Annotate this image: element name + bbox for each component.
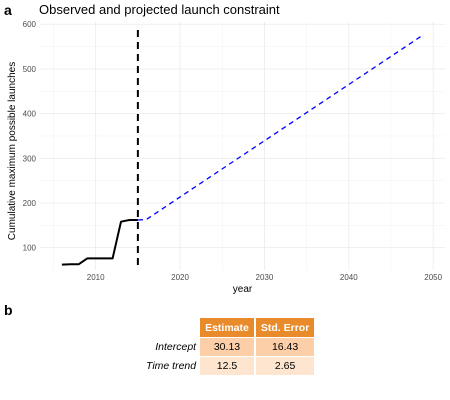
tick-labels: 2010 2020 2030 2040 2050 100 200 300 400 500 600 — [23, 20, 443, 282]
chart-title: Observed and projected launch constraint — [39, 2, 280, 17]
estimate-cell: 12.5 — [200, 357, 254, 375]
header-std-error: Std. Error — [255, 318, 315, 337]
projected-series-line — [137, 36, 421, 221]
y-tick-label: 300 — [23, 154, 37, 163]
row-name: Time trend — [146, 360, 197, 372]
launch-constraint-chart: 2010 2020 2030 2040 2050 100 200 300 400 500 600 y… — [7, 20, 445, 295]
y-tick-label: 500 — [23, 65, 37, 74]
std-error-cell: 16.43 — [255, 338, 315, 356]
estimate-cell: 30.13 — [200, 338, 254, 356]
std-error-cell: 2.65 — [255, 357, 315, 375]
panel-label-a: a — [4, 2, 12, 18]
x-tick-label: 2050 — [424, 273, 442, 282]
x-axis-title: year — [233, 284, 253, 295]
x-tick-label: 2040 — [340, 273, 358, 282]
y-tick-label: 100 — [23, 244, 37, 253]
x-tick-label: 2030 — [256, 273, 274, 282]
y-tick-label: 200 — [23, 199, 37, 208]
table-header-row: Estimate Std. Error — [141, 318, 315, 337]
grid — [40, 22, 445, 270]
row-name: Intercept — [155, 341, 197, 353]
x-tick-label: 2010 — [87, 273, 105, 282]
coefficient-table: Estimate Std. Error Intercept 30.13 16.4… — [139, 317, 316, 376]
table-row: Time trend 12.5 2.65 — [141, 357, 315, 375]
header-blank — [141, 318, 198, 337]
data-lines — [61, 30, 421, 270]
x-tick-label: 2020 — [171, 273, 189, 282]
y-tick-label: 400 — [23, 110, 37, 119]
y-tick-label: 600 — [23, 20, 37, 29]
y-axis-title: Cumulative maximum possible launches — [7, 62, 18, 240]
table-row: Intercept 30.13 16.43 — [141, 338, 315, 356]
header-estimate: Estimate — [200, 318, 254, 337]
panel-label-b: b — [4, 302, 13, 318]
observed-series-line — [61, 219, 138, 266]
